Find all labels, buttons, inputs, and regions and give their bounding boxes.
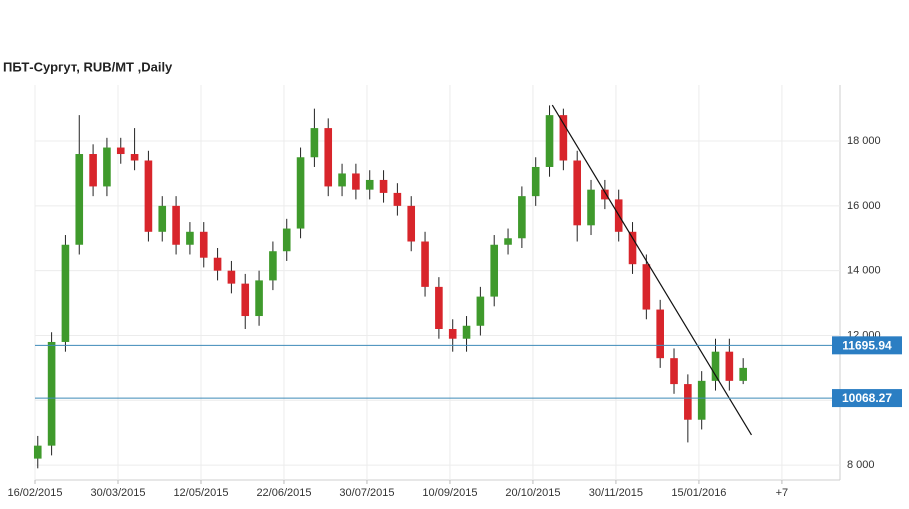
chart-title: ПБТ-Сургут, RUB/MT ,Daily — [3, 59, 173, 74]
price-label-box — [832, 389, 902, 408]
candle-body — [531, 166, 540, 197]
candle-body — [338, 173, 346, 187]
candle-body — [421, 241, 429, 287]
price-label: 11695.94 — [842, 339, 892, 353]
candle-body — [352, 173, 360, 190]
candle-body — [172, 205, 180, 245]
candle-body — [61, 244, 70, 342]
candle-body — [310, 128, 319, 158]
candle-body — [158, 205, 167, 232]
candle-body — [282, 228, 291, 252]
y-tick-label: 14 000 — [847, 265, 881, 277]
x-tick-label: +7 — [776, 487, 789, 499]
candle-body — [504, 238, 512, 245]
candle-body — [75, 154, 84, 245]
candle-body — [241, 283, 250, 317]
candle-body — [725, 351, 734, 381]
candle-body — [199, 231, 208, 258]
candle-body — [573, 160, 582, 226]
candle-body — [587, 189, 595, 226]
x-tick-label: 12/05/2015 — [173, 487, 228, 499]
x-tick-label: 20/10/2015 — [505, 487, 560, 499]
candle-body — [407, 205, 416, 242]
candle-body — [103, 147, 111, 187]
candle-body — [324, 128, 333, 187]
candle-body — [269, 251, 277, 281]
candle-body — [628, 231, 637, 265]
candle-body — [670, 358, 678, 385]
candle-body — [89, 154, 97, 187]
candle-body — [186, 231, 194, 245]
candle-body — [559, 115, 568, 161]
candle-body — [33, 445, 42, 459]
candle-body — [462, 325, 471, 339]
candle-body — [255, 280, 263, 317]
x-tick-label: 30/11/2015 — [589, 487, 643, 499]
candle-body — [365, 179, 374, 190]
candle-body — [656, 309, 664, 359]
candle-body — [739, 367, 747, 381]
x-tick-label: 10/09/2015 — [422, 487, 477, 499]
x-tick-label: 15/01/2016 — [671, 487, 726, 499]
candle-body — [545, 115, 554, 167]
y-tick-label: 16 000 — [847, 200, 881, 212]
price-label: 10068.27 — [842, 391, 892, 405]
candle-body — [379, 179, 388, 193]
x-tick-label: 22/06/2015 — [256, 487, 311, 499]
candle-body — [296, 157, 305, 229]
candle-body — [116, 147, 125, 155]
candle-body — [711, 351, 720, 381]
candle-body — [518, 196, 526, 239]
candle-body — [393, 192, 402, 206]
price-label-box — [832, 336, 902, 355]
x-tick-label: 30/03/2015 — [90, 487, 145, 499]
y-tick-label: 18 000 — [847, 135, 881, 147]
x-tick-label: 16/02/2015 — [7, 487, 62, 499]
trend-line — [551, 104, 752, 436]
candle-body — [697, 380, 706, 420]
candle-body — [642, 264, 651, 310]
candle-body — [213, 257, 222, 271]
x-tick-label: 30/07/2015 — [339, 487, 394, 499]
candle-body — [47, 341, 56, 446]
candle-body — [476, 296, 485, 326]
candle-body — [448, 328, 457, 339]
candle-body — [435, 286, 443, 329]
candle-body — [490, 244, 499, 297]
candle-body — [144, 160, 153, 232]
candle-body — [227, 270, 236, 284]
candle-body — [684, 384, 692, 420]
candle-body — [601, 189, 609, 200]
candle-body — [130, 154, 139, 161]
y-tick-label: 8 000 — [847, 459, 875, 471]
